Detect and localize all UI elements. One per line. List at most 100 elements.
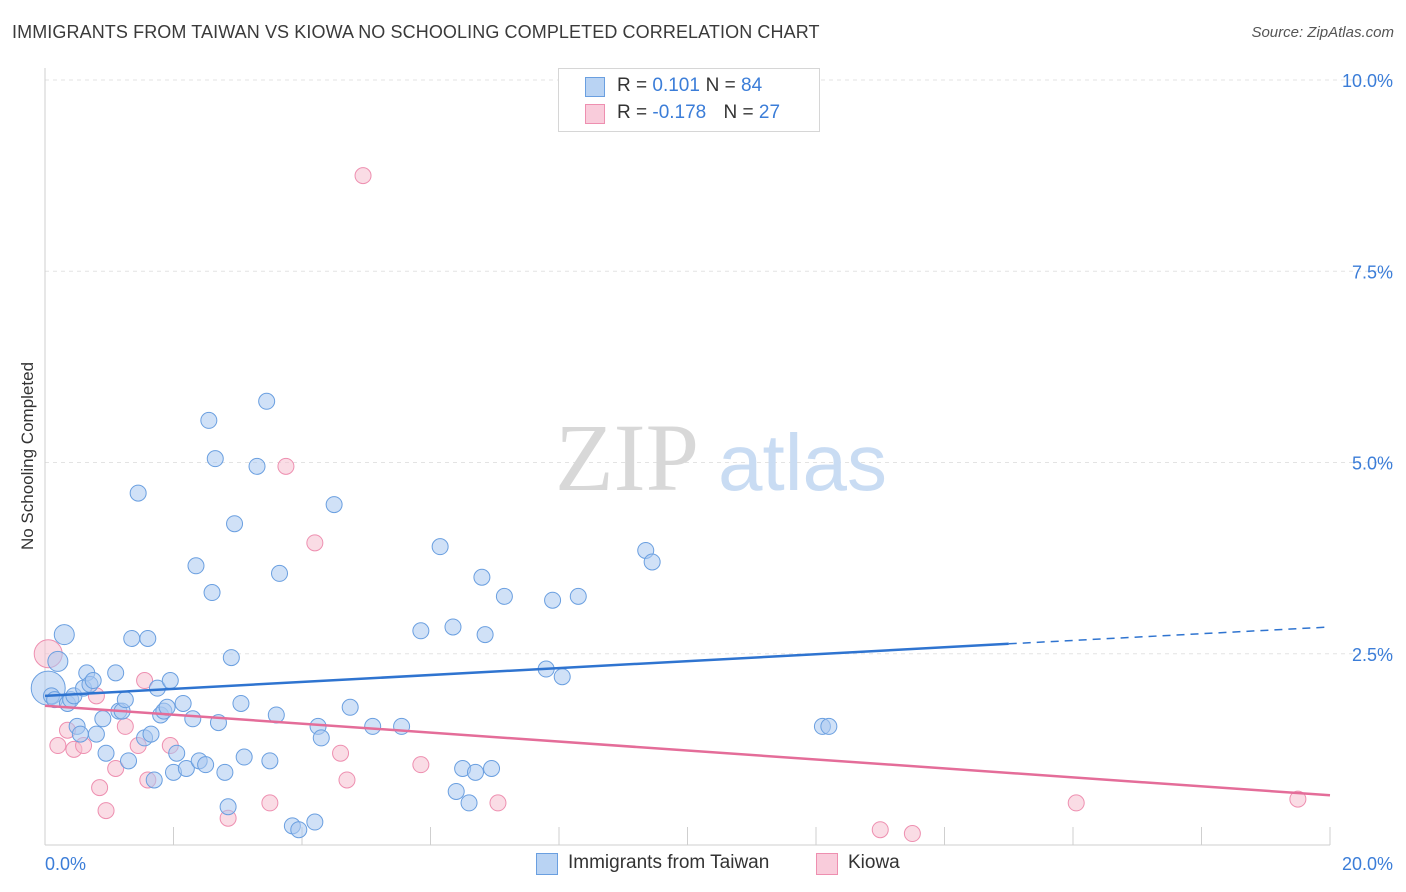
kiowa-point [354,167,372,185]
kiowa-point [116,717,134,735]
source-label: Source: ZipAtlas.com [1251,24,1394,41]
y-tick-label: 2.5% [1352,645,1393,665]
taiwan-point [222,649,240,667]
kiowa-point [1289,790,1307,808]
taiwan-point [290,821,308,839]
taiwan-point [71,725,89,743]
taiwan-point [306,813,324,831]
kiowa-point [136,672,154,690]
watermark-atlas: atlas [718,418,887,507]
taiwan-point [258,392,276,410]
legend-n-value: 84 [741,75,763,96]
taiwan-point [87,725,105,743]
taiwan-point [248,457,266,475]
kiowa-point [871,821,889,839]
taiwan-point [431,538,449,556]
taiwan-point [97,744,115,762]
taiwan-point [460,794,478,812]
y-axis-label: No Schooling Completed [18,361,37,551]
kiowa-trend-line [44,704,1331,797]
taiwan-point [161,672,179,690]
taiwan-point [53,624,75,646]
kiowa-point [338,771,356,789]
taiwan-point [466,763,484,781]
y-tick-label: 5.0% [1352,454,1393,474]
kiowa-point [1067,794,1085,812]
taiwan-point [145,771,163,789]
watermark-zip: ZIP [555,404,699,511]
taiwan-point [544,591,562,609]
kiowa-point [91,779,109,797]
taiwan-point [325,496,343,514]
kiowa-point [49,737,67,755]
taiwan-point [47,650,69,672]
kiowa-point [277,457,295,475]
kiowa-point [489,794,507,812]
taiwan-point [483,760,501,777]
taiwan-point [364,717,382,735]
taiwan-point [569,587,587,605]
taiwan-point [200,411,218,429]
tick-labels: 2.5% 5.0% 7.5% 10.0% 0.0% 20.0% [45,71,1393,874]
taiwan-point [177,760,195,777]
legend-r-label: R = [617,102,653,123]
bottom-legend-swatch-pink [816,853,838,875]
taiwan-point [447,782,465,800]
taiwan-point [226,515,244,533]
taiwan-point [123,629,141,647]
taiwan-point [184,710,202,728]
grid-layer [45,79,1395,655]
taiwan-point [142,725,160,743]
x-tick-label: 0.0% [45,854,86,874]
legend-n-label: N = [723,102,759,123]
bottom-legend-swatch-blue [536,853,558,875]
legend-r-value: -0.178 [652,102,707,123]
y-tick-label: 10.0% [1342,71,1393,91]
taiwan-point [444,618,462,636]
correlation-legend: R = 0.101 N = 84 R = -0.178 N = 27 [558,68,820,132]
taiwan-point [261,752,279,770]
taiwan-point [116,691,134,709]
x-tick-label: 20.0% [1342,854,1393,874]
taiwan-point [174,694,192,712]
taiwan-point [820,717,838,735]
taiwan-point [312,729,330,747]
legend-r-label: R = [617,75,653,96]
taiwan-point [84,672,102,690]
kiowa-point [97,802,115,820]
taiwan-point [203,584,221,602]
legend-swatch-blue [585,77,605,97]
taiwan-point [219,798,237,816]
taiwan-point [129,484,147,502]
taiwan-point [168,744,186,762]
taiwan-point [216,763,234,781]
taiwan-point [232,694,250,712]
taiwan-point [235,748,253,766]
legend-r-value: 0.101 [652,75,700,96]
trend-lines [44,626,1331,797]
chart-title: IMMIGRANTS FROM TAIWAN VS KIOWA NO SCHOO… [12,22,820,42]
taiwan-point [120,752,138,770]
taiwan-point [473,568,491,586]
taiwan-point [139,629,157,647]
taiwan-point [476,626,494,644]
taiwan-point [197,756,215,774]
taiwan-point [341,698,359,716]
bottom-legend-label: Kiowa [848,852,900,873]
taiwan-points [30,392,838,839]
taiwan-point [187,557,205,575]
taiwan-point [643,553,661,571]
taiwan-point [107,664,125,682]
kiowa-point [412,756,430,774]
taiwan-point [94,710,112,728]
y-tick-label: 7.5% [1352,262,1393,282]
taiwan-point [206,450,224,468]
taiwan-point [495,587,513,605]
bottom-legend-label: Immigrants from Taiwan [568,852,770,873]
kiowa-point [903,825,921,843]
legend-n-label: N = [705,75,742,96]
taiwan-trend-line [44,642,1009,698]
kiowa-point [107,760,125,777]
legend-n-value: 27 [758,102,781,123]
